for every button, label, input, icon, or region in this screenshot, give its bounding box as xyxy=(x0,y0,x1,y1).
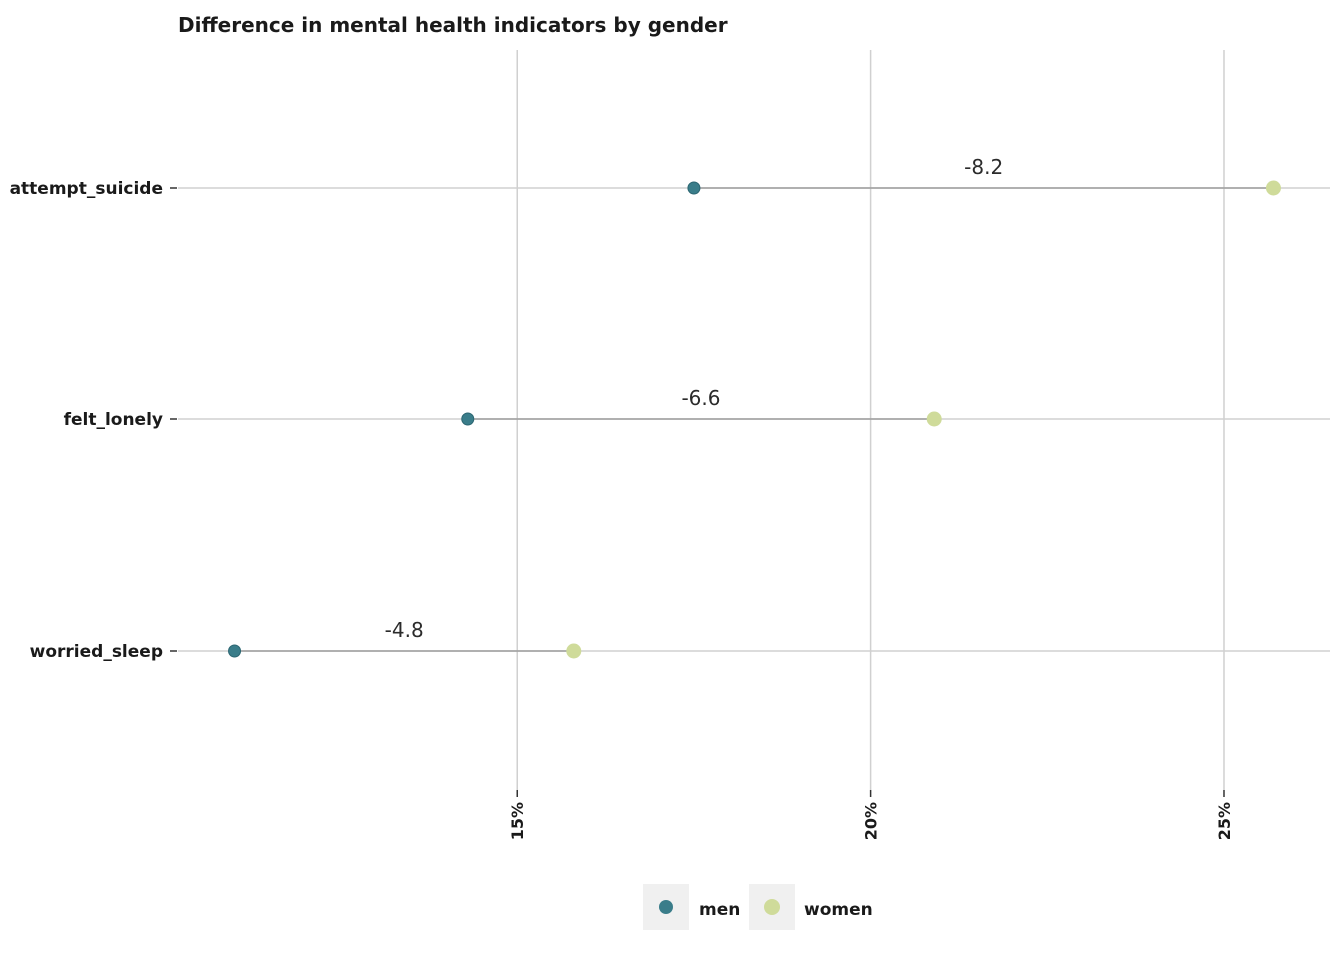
category-label: attempt_suicide xyxy=(10,179,163,199)
point-women xyxy=(926,411,942,427)
dumbbell-felt_lonely: -6.6 xyxy=(461,386,942,427)
chart-title: Difference in mental health indicators b… xyxy=(178,13,728,37)
difference-label: -4.8 xyxy=(385,618,424,642)
dumbbell-attempt_suicide: -8.2 xyxy=(687,155,1281,196)
point-men xyxy=(687,181,701,195)
category-label: felt_lonely xyxy=(64,410,163,430)
category-label: worried_sleep xyxy=(30,642,163,662)
legend: men women xyxy=(643,884,873,930)
legend-swatch xyxy=(764,899,780,915)
grid-lines xyxy=(178,50,1330,790)
legend-label: men xyxy=(699,900,740,920)
legend-item-women: women xyxy=(749,884,873,930)
dumbbell-worried_sleep: -4.8 xyxy=(228,618,582,659)
point-women xyxy=(1265,180,1281,196)
point-men xyxy=(461,412,475,426)
x-tick-label: 25% xyxy=(1215,802,1234,840)
difference-label: -6.6 xyxy=(681,386,720,410)
x-tick-label: 15% xyxy=(508,802,527,840)
difference-label: -8.2 xyxy=(964,155,1003,179)
category-rows: -8.2 -6.6 -4.8 xyxy=(228,155,1281,659)
point-women xyxy=(566,643,582,659)
point-men xyxy=(228,644,242,658)
legend-swatch xyxy=(659,900,673,914)
legend-label: women xyxy=(804,900,873,920)
x-tick-label: 20% xyxy=(862,802,881,840)
x-axis: 15% 20% 25% attempt_suicide felt_lonelyworri… xyxy=(10,179,1234,840)
legend-item-men: men xyxy=(643,884,740,930)
